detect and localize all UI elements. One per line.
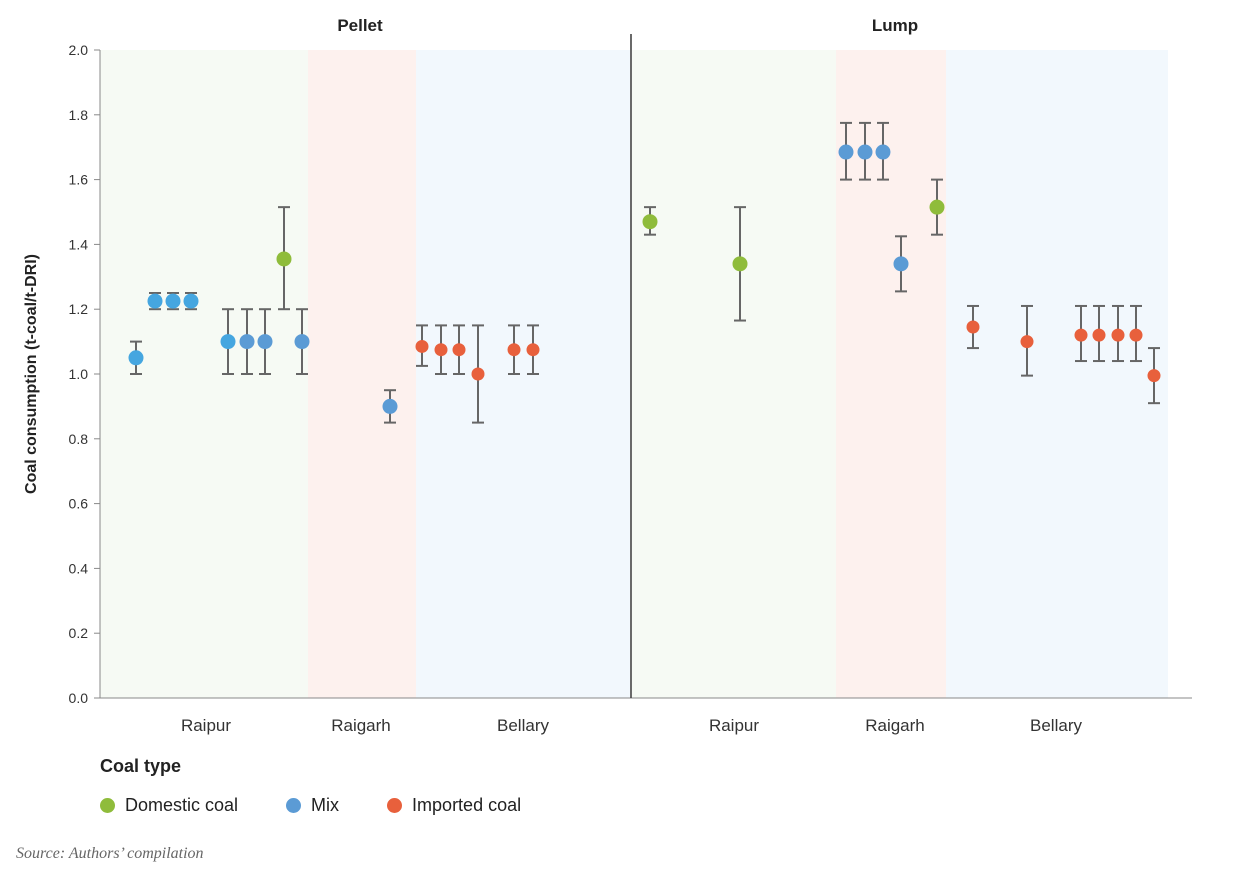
data-point-pellet [276,251,292,267]
y-axis-title: Coal consumption (t-coal/t-DRI) [23,254,40,494]
y-tick-label: 1.0 [69,366,89,382]
data-point-pellet [183,293,199,309]
data-point-lump [929,199,945,215]
data-point-pellet [415,339,429,353]
data-point-pellet [239,334,255,350]
data-point-lump [838,144,854,160]
region-band-pellet-bellary [416,50,630,698]
data-point-pellet [147,293,163,309]
data-point-pellet [294,334,310,350]
data-point-lump [875,144,891,160]
legend-label-mix: Mix [311,795,340,815]
legend: Coal type Domestic coal Mix Imported coa… [100,756,569,816]
y-tick-label: 0.2 [69,625,89,641]
x-region-label-pellet-bellary: Bellary [497,716,549,735]
x-region-label-lump-raigarh: Raigarh [865,716,925,735]
x-region-label-lump-bellary: Bellary [1030,716,1082,735]
data-point-pellet [382,398,398,414]
y-tick-label: 1.4 [69,236,89,252]
legend-label-domestic-coal: Domestic coal [125,795,239,815]
y-tick-label: 1.6 [69,172,89,188]
y-tick-label: 0.4 [69,560,89,576]
legend-item-mix: Mix [286,795,339,816]
panel-title-lump: Lump [872,16,918,35]
region-band-lump-bellary [946,50,1168,698]
x-region-label-pellet-raigarh: Raigarh [331,716,391,735]
data-point-lump [1111,328,1125,342]
legend-item-domestic-coal: Domestic coal [100,795,238,816]
data-point-pellet [257,334,273,350]
data-point-lump [857,144,873,160]
region-band-pellet-raigarh [308,50,416,698]
source-note: Source: Authors’ compilation [16,845,204,862]
data-point-pellet [471,367,485,381]
data-point-lump [1092,328,1106,342]
legend-dot-domestic-coal [100,798,115,813]
x-region-label-lump-raipur: Raipur [709,716,759,735]
y-tick-label: 0.6 [69,496,89,512]
data-point-pellet [507,343,521,357]
data-point-pellet [220,334,236,350]
data-point-pellet [452,343,466,357]
x-region-label-pellet-raipur: Raipur [181,716,231,735]
region-band-lump-raigarh [836,50,946,698]
data-point-lump [893,256,909,272]
legend-item-imported-coal: Imported coal [387,795,521,816]
panel-title-pellet: Pellet [337,16,383,35]
data-point-pellet [165,293,181,309]
region-band-lump-raipur [632,50,836,698]
data-point-pellet [434,343,448,357]
data-point-lump [1147,369,1161,383]
chart-svg: 0.0 0.2 0.4 0.6 0.8 1.0 1.2 1.4 1.6 1.8 2.0 Coal co… [23,16,1192,735]
legend-title: Coal type [100,756,182,776]
legend-label-imported-coal: Imported coal [412,795,522,815]
data-point-pellet [526,343,540,357]
y-tick-label: 2.0 [69,42,89,58]
y-tick-label: 0.8 [69,431,89,447]
legend-dot-mix [286,798,302,813]
data-point-lump [966,320,980,334]
data-point-lump [1074,328,1088,342]
data-point-lump [1129,328,1143,342]
data-point-lump [732,256,748,272]
y-tick-label: 1.8 [69,107,89,123]
data-point-lump [1020,335,1034,349]
data-point-lump [642,214,658,230]
legend-dot-imported-coal [387,798,403,813]
data-point-pellet [128,350,144,366]
y-tick-label: 0.0 [69,690,89,706]
y-tick-label: 1.2 [69,301,89,317]
legend-items: Domestic coal Mix Imported coal [100,795,569,816]
